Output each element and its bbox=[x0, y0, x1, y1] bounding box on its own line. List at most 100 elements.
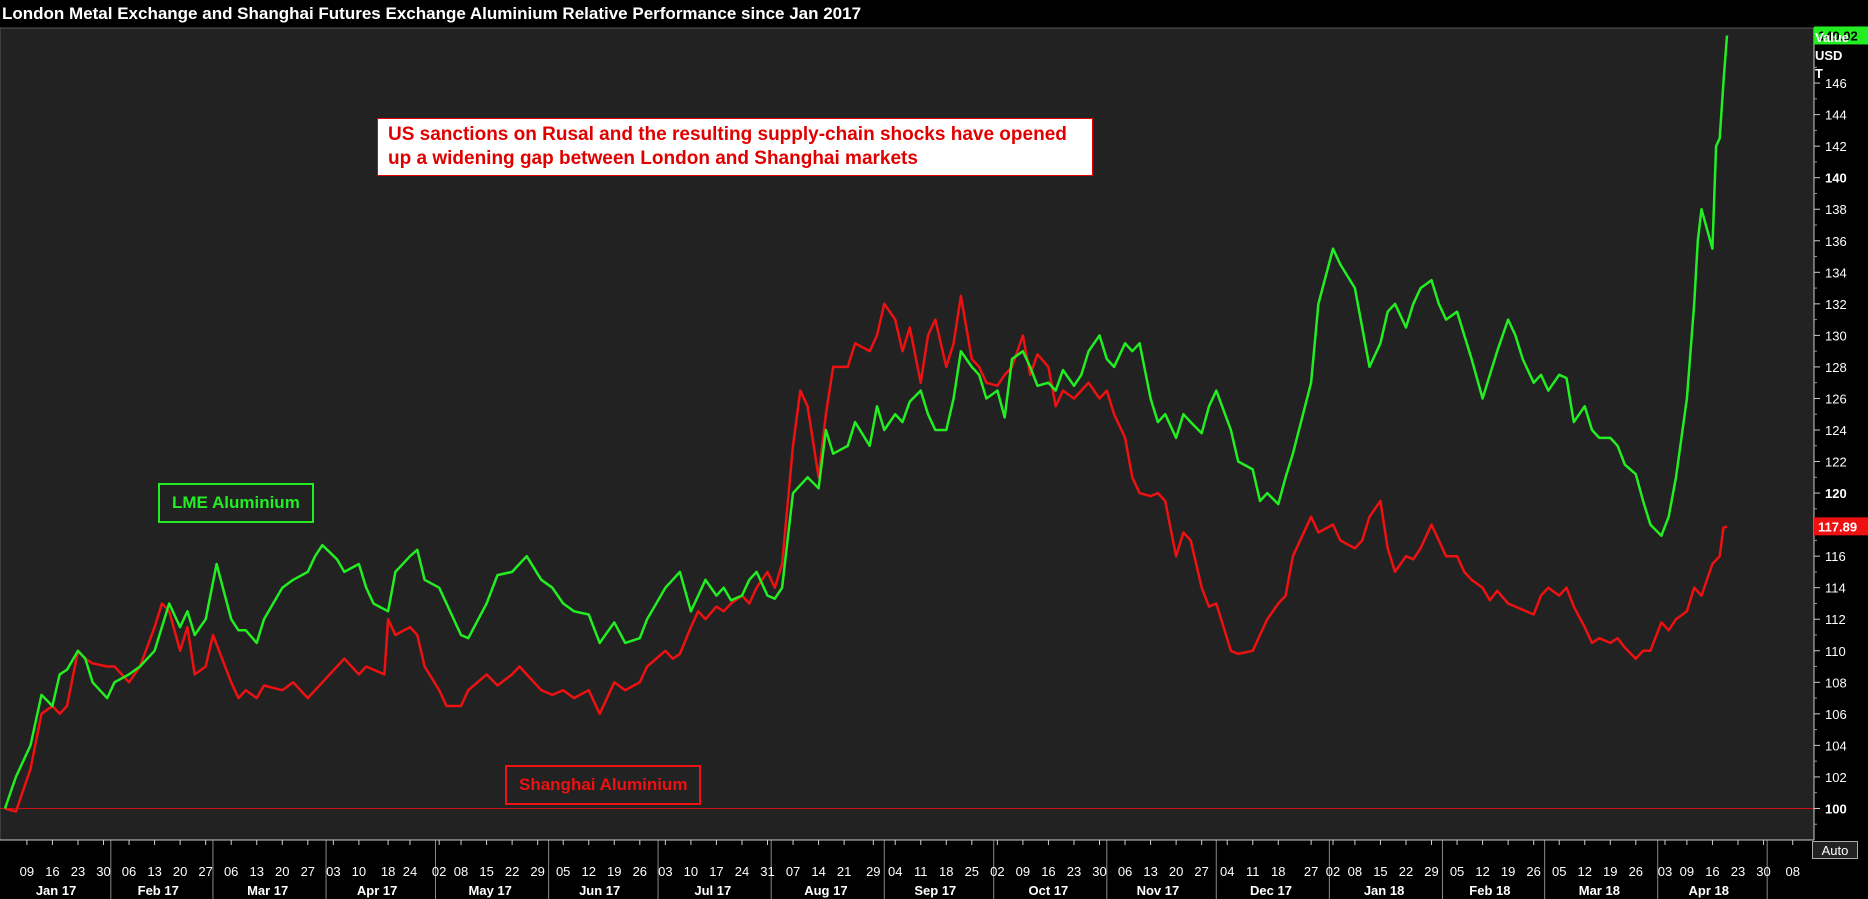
x-tick-label: 03 bbox=[326, 864, 340, 879]
x-tick-label: 18 bbox=[381, 864, 395, 879]
x-tick-label: 30 bbox=[1756, 864, 1770, 879]
y-tick-label: 102 bbox=[1825, 770, 1847, 785]
last-value-badges: 149.02 117.89 bbox=[1814, 26, 1868, 536]
x-tick-label: 06 bbox=[122, 864, 136, 879]
x-tick-label: 05 bbox=[1450, 864, 1464, 879]
x-month-label: Jan 17 bbox=[36, 883, 76, 898]
x-tick-label: 03 bbox=[1658, 864, 1672, 879]
x-month-label: Nov 17 bbox=[1137, 883, 1180, 898]
x-tick-label: 09 bbox=[1680, 864, 1694, 879]
y-tick-label: 100 bbox=[1825, 801, 1847, 816]
x-tick-label: 12 bbox=[1475, 864, 1489, 879]
y-tick-label: 116 bbox=[1825, 549, 1846, 564]
y-tick-label: 112 bbox=[1825, 612, 1846, 627]
y-axis-header-text: T bbox=[1815, 66, 1823, 81]
x-tick-label: 19 bbox=[1501, 864, 1515, 879]
x-tick-label: 20 bbox=[173, 864, 187, 879]
legend-lme: LME Aluminium bbox=[158, 483, 314, 523]
x-tick-label: 07 bbox=[786, 864, 800, 879]
x-tick-label: 15 bbox=[479, 864, 493, 879]
x-tick-label: 13 bbox=[250, 864, 264, 879]
x-tick-label: 19 bbox=[607, 864, 621, 879]
x-month-label: Feb 17 bbox=[138, 883, 179, 898]
y-tick-label: 142 bbox=[1825, 139, 1847, 154]
x-month-label: Jan 18 bbox=[1364, 883, 1404, 898]
y-axis-header-text: USD bbox=[1815, 48, 1842, 63]
x-month-label: Dec 17 bbox=[1250, 883, 1292, 898]
legend-shanghai-label: Shanghai Aluminium bbox=[519, 775, 688, 794]
x-month-label: Jul 17 bbox=[694, 883, 731, 898]
x-tick-label: 27 bbox=[1194, 864, 1208, 879]
chart-title: London Metal Exchange and Shanghai Futur… bbox=[0, 0, 1868, 28]
x-tick-label: 09 bbox=[20, 864, 34, 879]
x-month-label: Feb 18 bbox=[1469, 883, 1510, 898]
x-tick-label: 13 bbox=[147, 864, 161, 879]
x-month-label: Mar 17 bbox=[247, 883, 288, 898]
x-tick-label: 20 bbox=[1169, 864, 1183, 879]
x-tick-label: 06 bbox=[1118, 864, 1132, 879]
y-tick-label: 106 bbox=[1825, 707, 1847, 722]
x-month-label: Apr 17 bbox=[357, 883, 397, 898]
x-tick-label: 11 bbox=[914, 864, 928, 879]
x-tick-label: 27 bbox=[198, 864, 212, 879]
x-tick-label: 08 bbox=[1785, 864, 1799, 879]
y-tick-label: 108 bbox=[1825, 675, 1847, 690]
x-tick-label: 18 bbox=[1271, 864, 1285, 879]
x-tick-label: 03 bbox=[658, 864, 672, 879]
x-tick-label: 04 bbox=[888, 864, 902, 879]
y-tick-label: 136 bbox=[1825, 234, 1847, 249]
x-tick-label: 15 bbox=[1373, 864, 1387, 879]
x-tick-label: 19 bbox=[1603, 864, 1617, 879]
y-tick-label: 140 bbox=[1825, 171, 1847, 186]
x-month-label: Jun 17 bbox=[579, 883, 620, 898]
x-tick-label: 24 bbox=[735, 864, 749, 879]
y-tick-label: 132 bbox=[1825, 297, 1847, 312]
series-line-lme bbox=[3, 35, 1729, 809]
y-tick-label: 114 bbox=[1825, 581, 1846, 596]
y-tick-label: 146 bbox=[1825, 76, 1847, 91]
x-tick-label: 16 bbox=[45, 864, 59, 879]
x-month-label: Mar 18 bbox=[1579, 883, 1620, 898]
annotation-box: US sanctions on Rusal and the resulting … bbox=[377, 118, 1093, 176]
x-tick-label: 02 bbox=[1326, 864, 1340, 879]
y-tick-label: 128 bbox=[1825, 360, 1847, 375]
auto-scale-button[interactable]: Auto bbox=[1812, 841, 1858, 859]
x-month-label: May 17 bbox=[469, 883, 512, 898]
y-tick-label: 124 bbox=[1825, 423, 1847, 438]
y-tick-label: 104 bbox=[1825, 738, 1847, 753]
x-tick-label: 11 bbox=[1246, 864, 1260, 879]
x-tick-label: 22 bbox=[505, 864, 519, 879]
last-value-lme: 149.02 bbox=[1818, 28, 1858, 43]
y-tick-label: 144 bbox=[1825, 108, 1847, 123]
x-tick-label: 29 bbox=[866, 864, 880, 879]
x-tick-label: 25 bbox=[965, 864, 979, 879]
x-tick-label: 27 bbox=[1304, 864, 1318, 879]
x-month-label: Oct 17 bbox=[1029, 883, 1069, 898]
x-tick-label: 26 bbox=[1526, 864, 1540, 879]
x-tick-label: 29 bbox=[530, 864, 544, 879]
y-tick-label: 110 bbox=[1825, 644, 1846, 659]
x-tick-label: 18 bbox=[939, 864, 953, 879]
series-lines bbox=[3, 35, 1729, 813]
last-value-badge-shanghai bbox=[1814, 517, 1868, 536]
y-tick-label: 120 bbox=[1825, 486, 1847, 501]
x-tick-label: 13 bbox=[1143, 864, 1157, 879]
x-tick-label: 26 bbox=[633, 864, 647, 879]
x-tick-label: 09 bbox=[1016, 864, 1030, 879]
x-tick-label: 23 bbox=[1067, 864, 1081, 879]
x-tick-label: 10 bbox=[352, 864, 366, 879]
x-tick-label: 02 bbox=[432, 864, 446, 879]
x-tick-label: 30 bbox=[1092, 864, 1106, 879]
x-tick-label: 14 bbox=[811, 864, 825, 879]
x-tick-label: 26 bbox=[1629, 864, 1643, 879]
last-value-shanghai: 117.89 bbox=[1818, 519, 1857, 534]
x-tick-label: 16 bbox=[1041, 864, 1055, 879]
x-month-label: Apr 18 bbox=[1689, 883, 1729, 898]
x-tick-label: 29 bbox=[1424, 864, 1438, 879]
x-tick-label: 27 bbox=[301, 864, 315, 879]
x-tick-label: 16 bbox=[1705, 864, 1719, 879]
y-tick-label: 130 bbox=[1825, 328, 1847, 343]
x-tick-label: 20 bbox=[275, 864, 289, 879]
x-tick-label: 05 bbox=[556, 864, 570, 879]
y-tick-label: 134 bbox=[1825, 265, 1847, 280]
